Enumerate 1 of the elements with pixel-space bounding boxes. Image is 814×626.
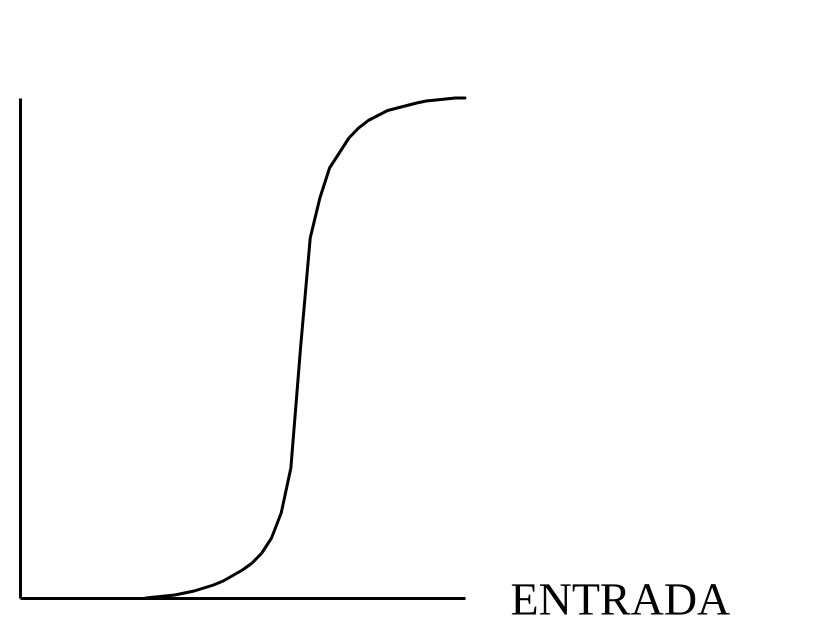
x-axis-title: ENTRADA — [510, 574, 730, 624]
